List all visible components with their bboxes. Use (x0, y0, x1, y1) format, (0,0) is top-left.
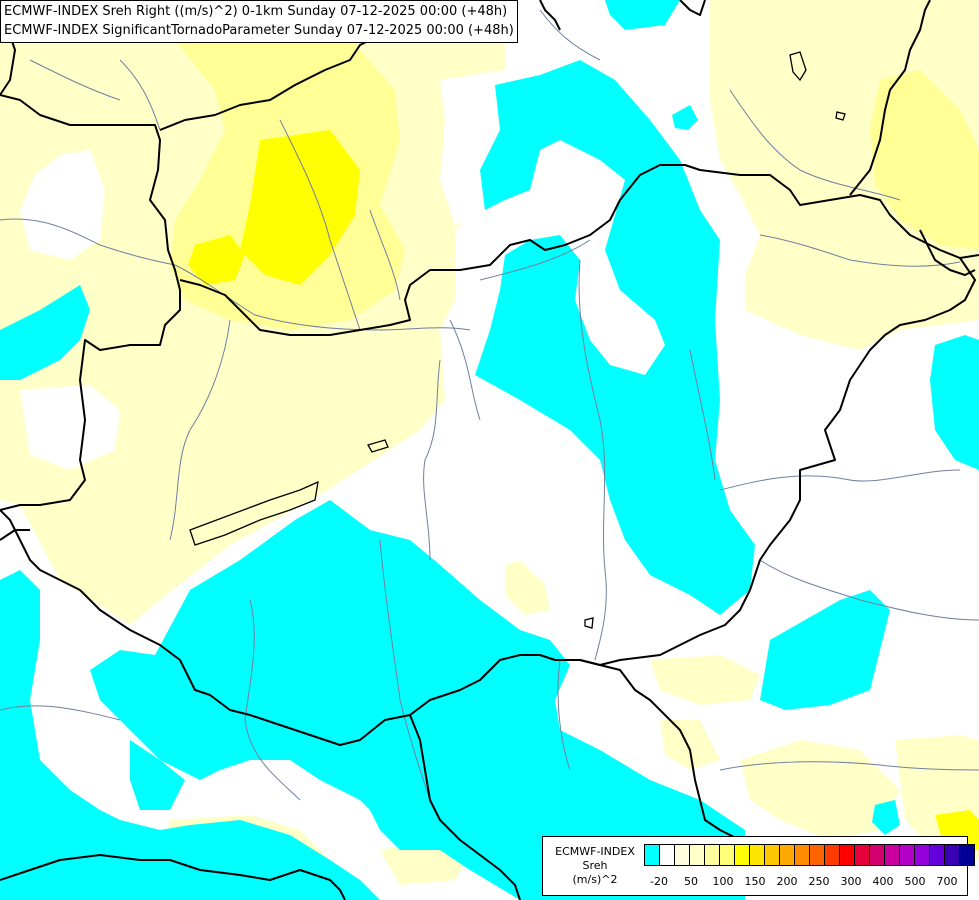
legend-swatch (734, 844, 750, 866)
legend-tick-label: 100 (712, 875, 734, 888)
legend-swatch (704, 844, 720, 866)
legend-swatch (824, 844, 840, 866)
legend-swatch (959, 844, 975, 866)
legend-swatch (644, 844, 660, 866)
legend-title-unit: (m/s)^2 (572, 873, 618, 886)
color-legend: ECMWF-INDEX Sreh (m/s)^2 -20 50 100 150 200 2… (542, 836, 975, 896)
legend-title-variable: Sreh (582, 859, 608, 872)
legend-swatch (659, 844, 675, 866)
legend-swatch (914, 844, 930, 866)
legend-swatch (764, 844, 780, 866)
bright-yellow-field (188, 130, 979, 850)
legend-swatch (944, 844, 960, 866)
legend-ticks: -20 50 100 150 200 250 300 400 500 700 (645, 875, 965, 889)
legend-tick-label: -20 (650, 875, 668, 888)
legend-title: ECMWF-INDEX Sreh (m/s)^2 (547, 845, 643, 887)
legend-tick-label: 250 (808, 875, 830, 888)
legend-swatch (929, 844, 945, 866)
legend-title-model: ECMWF-INDEX (555, 845, 635, 858)
legend-swatch (749, 844, 765, 866)
legend-swatch (719, 844, 735, 866)
legend-tick-label: 500 (904, 875, 926, 888)
legend-swatch (689, 844, 705, 866)
legend-tick-label: 300 (840, 875, 862, 888)
legend-swatch (674, 844, 690, 866)
legend-tick-label: 700 (936, 875, 958, 888)
legend-swatch (839, 844, 855, 866)
legend-tick-label: 50 (684, 875, 698, 888)
legend-swatch (854, 844, 870, 866)
legend-swatch (884, 844, 900, 866)
rivers (0, 9, 979, 801)
legend-swatches (644, 844, 975, 866)
legend-swatch (899, 844, 915, 866)
legend-tick-label: 400 (872, 875, 894, 888)
legend-tick-label: 150 (744, 875, 766, 888)
legend-swatch (809, 844, 825, 866)
map-title-stp: ECMWF-INDEX SignificantTornadoParameter … (4, 23, 514, 38)
lakes (189, 51, 846, 629)
map-title-box: ECMWF-INDEX Sreh Right ((m/s)^2) 0-1km S… (0, 0, 518, 43)
legend-tick-label: 200 (776, 875, 798, 888)
map-title-sreh: ECMWF-INDEX Sreh Right ((m/s)^2) 0-1km S… (4, 4, 508, 19)
legend-swatch (869, 844, 885, 866)
white-gaps (0, 70, 510, 665)
legend-swatch (794, 844, 810, 866)
legend-swatch (779, 844, 795, 866)
